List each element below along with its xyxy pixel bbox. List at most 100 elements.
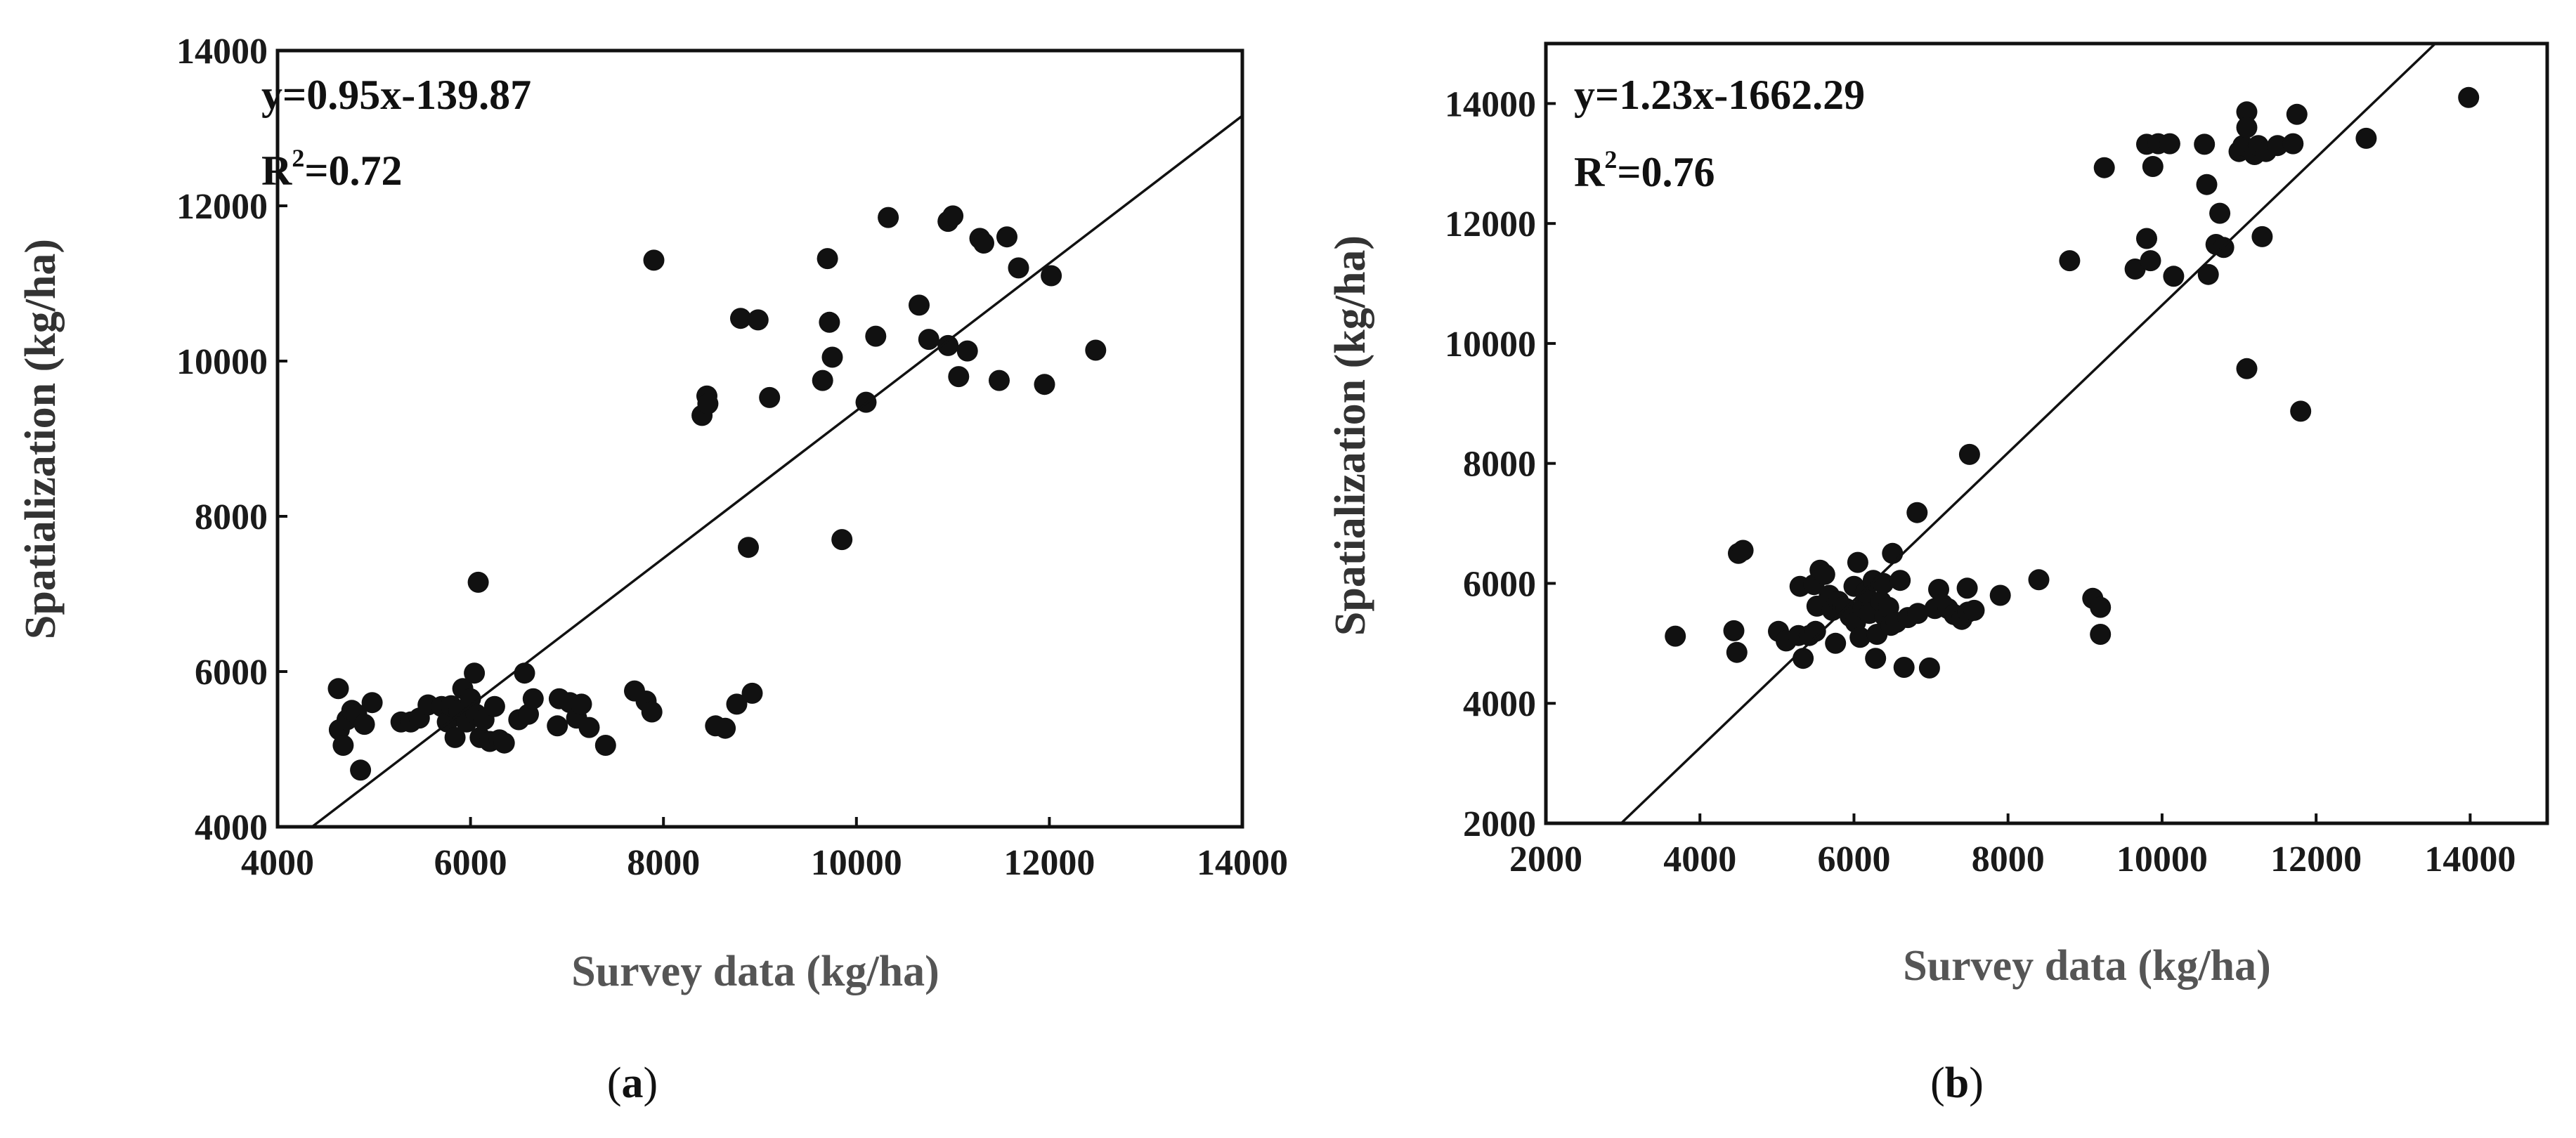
- panel-b-data-point: [2458, 86, 2480, 108]
- panel-b-x-tick-label: 8000: [1972, 839, 2045, 879]
- panel-a-data-point: [444, 726, 466, 748]
- panel-b-data-point: [2286, 103, 2308, 125]
- panel-b-data-point: [1918, 657, 1940, 679]
- panel-a-y-tick-label: 6000: [195, 653, 268, 693]
- panel-a-data-point: [327, 678, 349, 700]
- panel-b-x-tick-label: 10000: [2116, 839, 2208, 879]
- panel-b-x-tick-label: 2000: [1509, 839, 1582, 879]
- panel-a-x-tick-label: 4000: [241, 843, 314, 883]
- panel-b-data-point: [1825, 632, 1847, 654]
- panel-a-label-letter: a: [622, 1059, 644, 1107]
- panel-b-x-tick-label: 4000: [1663, 839, 1736, 879]
- panel-b-data-point: [2136, 228, 2157, 249]
- panel-b-data-point: [1963, 599, 1985, 621]
- panel-a-data-point: [973, 233, 994, 254]
- panel-a-data-point: [350, 759, 372, 781]
- panel-a-y-tick-label: 10000: [176, 342, 268, 382]
- panel-b-data-point: [1882, 542, 1904, 564]
- panel-a-x-tick-label: 6000: [434, 843, 507, 883]
- panel-a-regression-line: [311, 115, 1244, 828]
- panel-a-data-point: [817, 248, 838, 270]
- panel-b-data-point: [1893, 657, 1915, 678]
- panel-b-x-axis-title: Survey data (kg/ha): [1903, 942, 2271, 990]
- panel-b-data-point: [1847, 551, 1868, 573]
- panel-b-y-tick-label: 4000: [1463, 684, 1536, 724]
- panel-a-x-tick-label: 14000: [1197, 843, 1288, 883]
- panel-b-data-point: [1665, 625, 1686, 647]
- panel-a-data-point: [547, 715, 568, 737]
- panel-b-plot-frame: [1544, 41, 2549, 825]
- panel-b-data-point: [2163, 266, 2185, 287]
- panel-a-data-point: [730, 308, 751, 329]
- panel-a-data-point: [989, 369, 1010, 391]
- panel-b-data-point: [1732, 539, 1754, 561]
- panel-a-data-point: [1034, 374, 1055, 395]
- panel-a-r-squared-sup: 2: [292, 144, 304, 172]
- panel-a-data-point: [697, 393, 719, 414]
- panel-b-data-point: [2142, 156, 2164, 177]
- panel-a-data-point: [594, 735, 616, 756]
- panel-a-data-point: [726, 693, 748, 715]
- panel-a-chart: 4000 6000 8000 10000 12000 14000 4000 6000 8000…: [17, 32, 1288, 1107]
- panel-b-x-tick-label: 14000: [2424, 839, 2516, 879]
- panel-b-data-point: [1906, 502, 1928, 523]
- panel-a-data-point: [578, 717, 600, 738]
- panel-b-x-ticks: 2000 4000 6000 8000 10000 12000 14000: [1509, 813, 2516, 879]
- panel-b-data-point: [1865, 648, 1887, 669]
- panel-b-x-tick-label: 12000: [2270, 839, 2362, 879]
- panel-a-data-point: [641, 701, 663, 723]
- panel-a-y-ticks: 4000 6000 8000 10000 12000 14000: [176, 32, 287, 848]
- panel-b-label-letter: b: [1945, 1059, 1969, 1107]
- panel-a-data-point: [1041, 265, 1062, 287]
- panel-a-x-tick-label: 12000: [1003, 843, 1095, 883]
- panel-b-y-axis-title: Spatialization (kg/ha): [1327, 235, 1374, 636]
- panel-b-data-point: [1814, 563, 1835, 585]
- panel-b-data-point: [1723, 620, 1745, 641]
- panel-b-y-tick-label: 8000: [1463, 445, 1536, 485]
- panel-b-data-point: [2236, 101, 2258, 123]
- panel-a-data-point: [571, 693, 592, 715]
- panel-a-y-axis-title: Spatialization (kg/ha): [17, 239, 65, 639]
- panel-a-y-tick-label: 4000: [195, 808, 268, 848]
- panel-b-r-squared-sup: 2: [1604, 145, 1617, 174]
- panel-a-data-point: [643, 249, 665, 271]
- panel-a-data-point: [1085, 339, 1107, 361]
- panel-a-data-point: [956, 340, 978, 362]
- panel-a-data-point: [1008, 257, 1029, 279]
- panel-a-y-tick-label: 14000: [176, 32, 268, 72]
- panel-a-r-squared-prefix: R: [261, 148, 292, 194]
- panel-b-data-point: [2059, 250, 2081, 272]
- panel-b-data-point: [2267, 135, 2289, 157]
- panel-b-r-squared-value: =0.76: [1617, 149, 1715, 195]
- panel-a-data-point: [819, 311, 840, 333]
- panel-a-data-point: [909, 294, 930, 316]
- panel-b-data-points: [1665, 86, 2480, 679]
- panel-a-data-point: [878, 207, 899, 228]
- panel-b-y-tick-label: 2000: [1463, 804, 1536, 844]
- panel-a-plot-frame: [275, 48, 1244, 829]
- panel-a-data-point: [738, 537, 759, 558]
- panel-a-data-point: [483, 695, 505, 717]
- panel-b-data-point: [2251, 225, 2273, 247]
- panel-b-regression-line: [1620, 42, 2436, 825]
- panel-a-equation: y=0.95x-139.87: [261, 72, 531, 118]
- panel-b-data-point: [2282, 133, 2304, 155]
- panel-b-data-point: [2236, 117, 2258, 138]
- panel-b-label: (b): [1930, 1059, 1984, 1107]
- panel-a-data-point: [467, 571, 489, 593]
- panel-a-data-point: [918, 329, 939, 351]
- panel-b-y-tick-label: 12000: [1445, 204, 1536, 244]
- panel-b-y-tick-label: 6000: [1463, 564, 1536, 604]
- panel-b-data-point: [1793, 648, 1814, 669]
- panel-a-data-point: [493, 732, 515, 754]
- panel-a-data-point: [522, 688, 544, 709]
- panel-a-r-squared: R2=0.72: [261, 144, 403, 194]
- panel-a-data-point: [464, 662, 486, 684]
- panel-a-x-ticks: 4000 6000 8000 10000 12000 14000: [241, 817, 1288, 883]
- panel-b-data-point: [2159, 133, 2180, 155]
- panel-b-data-point: [1956, 577, 1978, 599]
- panel-b-data-point: [2028, 569, 2050, 591]
- panel-a-data-points: [327, 205, 1107, 781]
- panel-a-r-squared-value: =0.72: [304, 148, 402, 194]
- panel-b-x-tick-label: 6000: [1817, 839, 1890, 879]
